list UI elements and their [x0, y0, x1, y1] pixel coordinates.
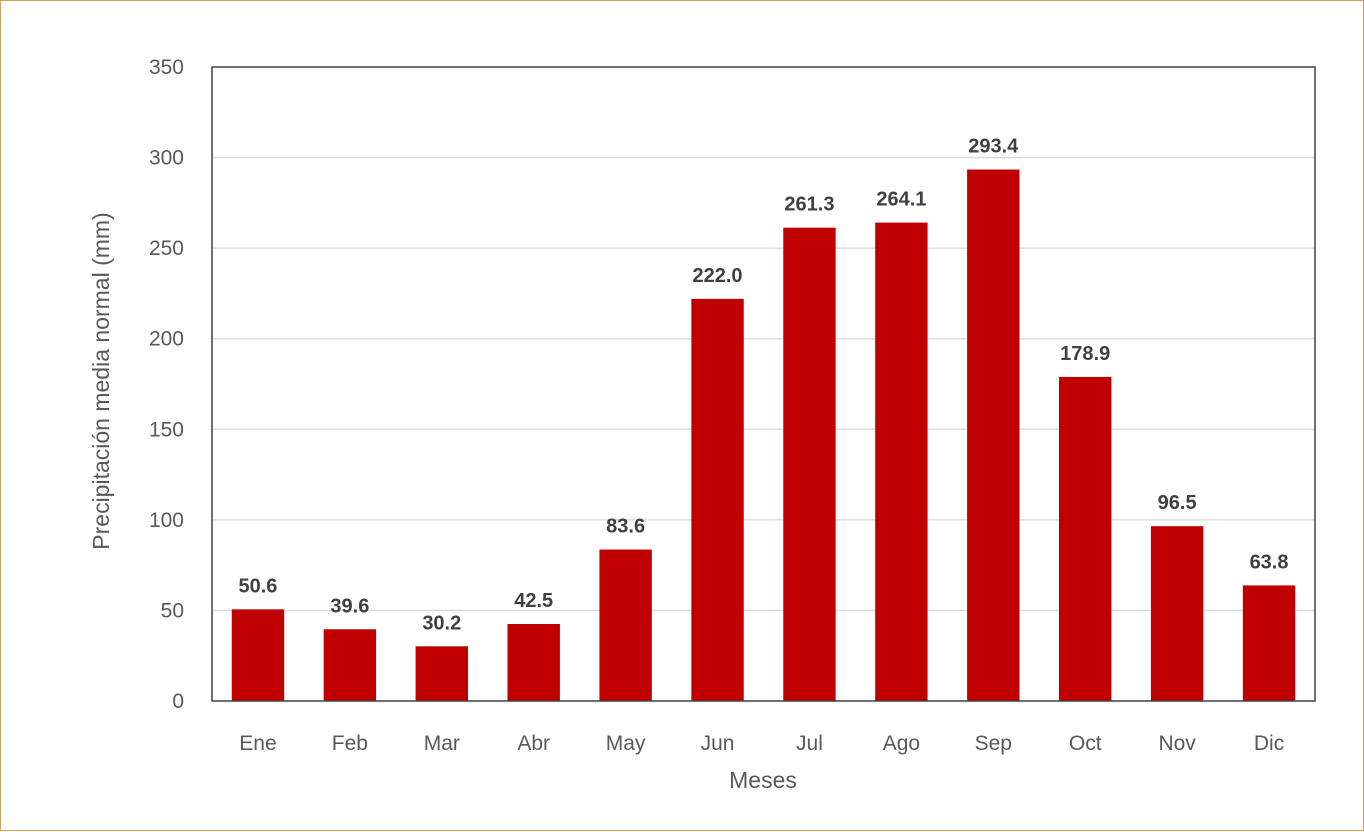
bar-abr	[507, 624, 560, 701]
data-label: 96.5	[1158, 492, 1197, 514]
x-tick-label: Sep	[975, 732, 1012, 755]
bar-may	[599, 549, 652, 701]
x-tick-label: Feb	[332, 732, 368, 755]
x-tick-label: Jul	[796, 732, 823, 755]
x-tick-label: Ago	[883, 732, 920, 755]
y-tick-label: 350	[149, 56, 184, 79]
data-label: 50.6	[238, 575, 277, 597]
x-tick-label: Nov	[1158, 732, 1196, 755]
bar-dic	[1242, 585, 1296, 701]
x-tick-label: Dic	[1254, 732, 1284, 755]
data-label: 30.2	[422, 612, 461, 634]
data-label: 261.3	[784, 194, 834, 216]
y-tick-label: 250	[149, 237, 184, 260]
data-label: 293.4	[968, 136, 1019, 158]
bar-sep	[967, 169, 1020, 701]
bar-ago	[875, 222, 928, 701]
bars	[231, 169, 1296, 702]
y-tick-label: 200	[149, 328, 184, 351]
data-label: 42.5	[514, 590, 553, 612]
axes	[211, 66, 1316, 702]
gridlines	[212, 156, 1315, 612]
data-label: 83.6	[606, 516, 645, 538]
bar-oct	[1059, 376, 1112, 701]
x-tick-label: Mar	[424, 732, 460, 755]
y-tick-label: 150	[149, 418, 184, 441]
plot-area-border	[211, 66, 1316, 702]
x-axis-title: Meses	[729, 767, 797, 793]
data-label: 39.6	[330, 595, 369, 617]
data-label: 222.0	[693, 265, 743, 287]
x-tick-label: Oct	[1069, 732, 1102, 755]
x-tick-labels: Ene Feb Mar Abr May Jun Jul Ago Sep Oct Nov Dic	[239, 732, 1284, 755]
y-tick-label: 50	[161, 599, 184, 622]
x-tick-label: May	[606, 732, 646, 755]
bar-feb	[323, 629, 377, 701]
data-labels: 50.6 39.6 30.2 42.5 83.6 222.0 261.3 264.1 293.4…	[238, 136, 1288, 635]
y-axis-title: Precipitación media normal (mm)	[88, 212, 114, 549]
bar-jul	[783, 227, 836, 702]
y-tick-label: 300	[149, 147, 184, 170]
x-tick-label: Jun	[701, 732, 735, 755]
bar-jun	[691, 298, 744, 701]
data-label: 264.1	[876, 189, 926, 211]
y-tick-labels: 0 50 100 150 200 250 300 350	[149, 56, 184, 713]
bar-mar	[415, 646, 468, 701]
data-label: 63.8	[1250, 551, 1289, 573]
y-tick-label: 100	[149, 509, 184, 532]
x-tick-label: Abr	[517, 732, 550, 755]
y-tick-label: 0	[172, 690, 184, 713]
bar-nov	[1150, 526, 1204, 701]
x-tick-label: Ene	[239, 732, 276, 755]
data-label: 178.9	[1060, 343, 1110, 365]
bar-ene	[231, 609, 285, 701]
